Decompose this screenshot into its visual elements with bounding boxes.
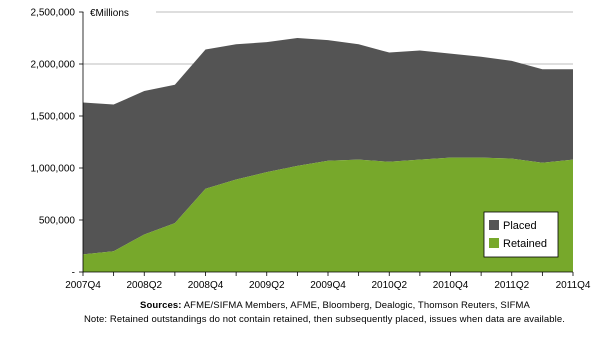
- area-placed: [83, 38, 573, 255]
- legend-swatch-placed: [489, 220, 499, 230]
- y-tick-label: 2,500,000: [31, 8, 76, 19]
- y-tick-label: 2,000,000: [31, 60, 76, 71]
- note-text: Note: Retained outstandings do not conta…: [83, 314, 565, 325]
- sources-label: Sources:: [140, 300, 182, 311]
- legend-label-placed: Placed: [503, 220, 537, 232]
- sources-line: Sources: AFME/SIFMA Members, AFME, Bloom…: [45, 300, 565, 312]
- sources-text: AFME/SIFMA Members, AFME, Bloomberg, Dea…: [183, 300, 530, 311]
- y-tick-label: 1,000,000: [31, 164, 76, 175]
- unit-label: €Millions: [90, 8, 129, 19]
- area-retained: [83, 157, 573, 272]
- y-tick-label: -: [72, 268, 75, 279]
- x-axis: 2007Q4 2008Q2 2008Q4 2009Q2 2009Q4 2010Q2 2010…: [65, 271, 591, 291]
- x-tick-label: 2008Q2: [126, 280, 162, 291]
- legend: Placed Retained: [483, 211, 559, 258]
- x-tick-label: 2007Q4: [65, 280, 101, 291]
- x-tick-label: 2011Q4: [556, 280, 591, 291]
- x-tick-label: 2010Q2: [371, 280, 407, 291]
- legend-box: [483, 211, 559, 258]
- y-tick-label: 500,000: [39, 216, 76, 227]
- x-tick-label: 2010Q4: [433, 280, 469, 291]
- y-axis: - 500,000 1,000,000 1,500,000 2,000,000 2,500…: [31, 8, 84, 279]
- y-tick-label: 1,500,000: [31, 112, 76, 123]
- x-tick-label: 2008Q4: [188, 280, 224, 291]
- chart-notes: Sources: AFME/SIFMA Members, AFME, Bloom…: [45, 300, 565, 326]
- x-tick-label: 2009Q2: [249, 280, 285, 291]
- unit-label-box: €Millions: [84, 4, 156, 19]
- area-chart: - 500,000 1,000,000 1,500,000 2,000,000 2,500…: [30, 4, 591, 291]
- x-tick-label: 2011Q2: [494, 280, 529, 291]
- legend-swatch-retained: [489, 238, 499, 248]
- x-tick-label: 2009Q4: [310, 280, 346, 291]
- legend-label-retained: Retained: [503, 238, 547, 250]
- plot-areas: [83, 38, 573, 272]
